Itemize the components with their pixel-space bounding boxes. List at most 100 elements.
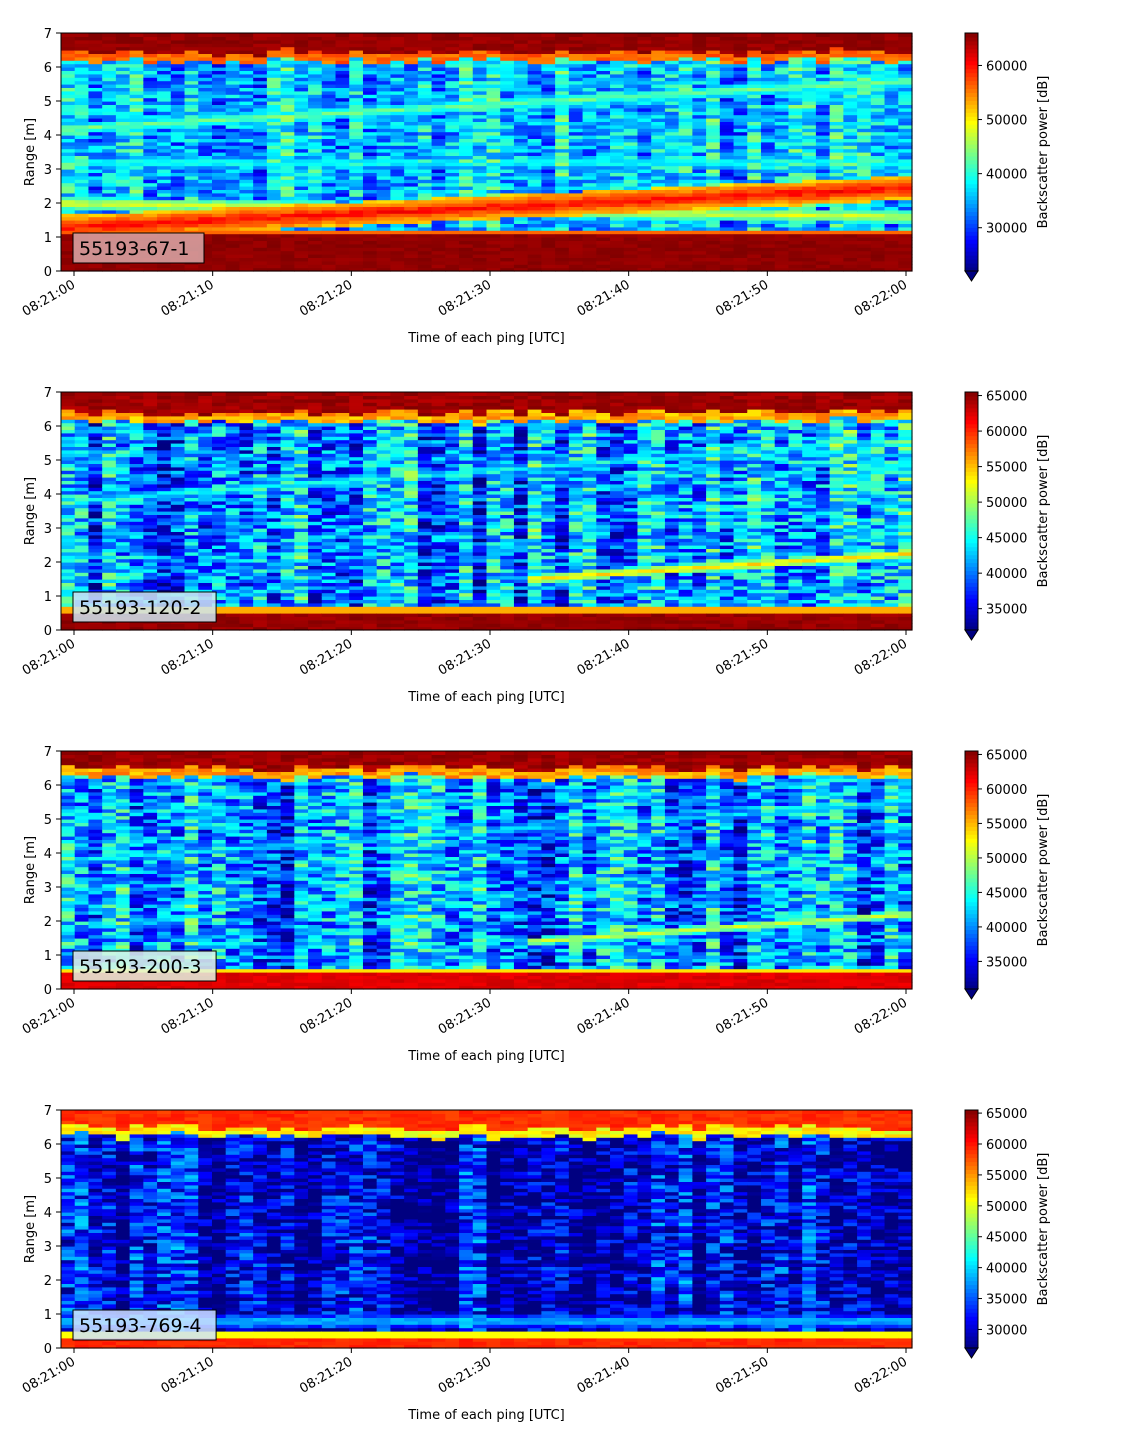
heatmap-cell	[459, 186, 474, 190]
heatmap-cell	[321, 101, 337, 105]
heatmap-cell	[843, 240, 858, 245]
heatmap-cell	[733, 131, 748, 136]
heatmap-cell	[88, 175, 103, 180]
heatmap-cell	[568, 107, 584, 112]
heatmap-cell	[802, 250, 817, 255]
heatmap-cell	[115, 514, 131, 519]
heatmap-cell	[280, 148, 295, 153]
heatmap-cell	[184, 169, 199, 173]
heatmap-cell	[884, 111, 899, 116]
heatmap-cell	[308, 162, 323, 167]
heatmap-cell	[733, 138, 748, 143]
heatmap-cell	[788, 43, 803, 48]
heatmap-cell	[596, 220, 611, 224]
heatmap-cell	[678, 192, 693, 197]
heatmap-cell	[788, 114, 803, 119]
heatmap-cell	[184, 114, 199, 119]
heatmap-cell	[500, 39, 515, 44]
heatmap-cell	[431, 247, 446, 252]
heatmap-cell	[637, 121, 652, 126]
heatmap-cell	[88, 402, 103, 407]
heatmap-cell	[486, 209, 501, 214]
heatmap-cell	[651, 63, 666, 68]
heatmap-cell	[500, 94, 515, 99]
heatmap-cell	[472, 158, 488, 163]
heatmap-cell	[843, 230, 858, 235]
heatmap-cell	[829, 158, 844, 163]
heatmap-cell	[198, 233, 213, 238]
heatmap-cell	[157, 582, 172, 587]
heatmap-cell	[664, 267, 680, 272]
heatmap-cell	[747, 162, 762, 167]
heatmap-cell	[143, 524, 158, 529]
colorbar-step	[965, 183, 978, 189]
heatmap-cell	[74, 33, 90, 37]
heatmap-cell	[761, 104, 776, 109]
heatmap-cell	[692, 53, 707, 58]
heatmap-cell	[651, 152, 666, 156]
heatmap-cell	[664, 206, 680, 211]
heatmap-cell	[170, 39, 186, 44]
y-tick-label: 1	[44, 231, 52, 246]
colorbar-step	[965, 132, 978, 137]
heatmap-cell	[623, 213, 639, 218]
heatmap-cell	[664, 226, 680, 231]
heatmap-cell	[596, 172, 611, 177]
heatmap-cell	[61, 551, 76, 556]
heatmap-cell	[500, 90, 515, 95]
heatmap-cell	[651, 33, 666, 37]
heatmap-cell	[445, 97, 460, 102]
heatmap-cell	[637, 169, 652, 173]
heatmap-cell	[568, 199, 584, 204]
heatmap-cell	[747, 39, 762, 44]
heatmap-cell	[857, 267, 872, 272]
heatmap-cell	[568, 111, 584, 116]
heatmap-cell	[308, 199, 323, 204]
heatmap-cell	[541, 94, 556, 99]
heatmap-cell	[102, 206, 117, 211]
heatmap-cell	[651, 243, 666, 248]
heatmap-cell	[321, 257, 337, 262]
heatmap-cell	[829, 63, 844, 68]
heatmap-cell	[568, 145, 584, 150]
heatmap-cell	[445, 216, 460, 221]
heatmap-cell	[115, 392, 131, 396]
heatmap-cell	[115, 402, 131, 407]
heatmap-cell	[610, 67, 625, 71]
heatmap-cell	[211, 39, 227, 44]
heatmap-cell	[225, 39, 241, 44]
heatmap-cell	[541, 243, 556, 248]
heatmap-cell	[74, 514, 90, 519]
heatmap-cell	[225, 223, 241, 228]
heatmap-cell	[129, 104, 144, 109]
heatmap-cell	[527, 73, 543, 78]
heatmap-cell	[308, 36, 323, 41]
heatmap-cell	[898, 101, 913, 105]
heatmap-cell	[761, 203, 776, 207]
heatmap-cell	[678, 226, 693, 231]
heatmap-cell	[294, 111, 309, 116]
heatmap-cell	[445, 169, 460, 173]
heatmap-cell	[308, 223, 323, 228]
heatmap-cell	[129, 169, 144, 173]
heatmap-cell	[198, 121, 213, 126]
heatmap-cell	[349, 169, 364, 173]
heatmap-cell	[733, 213, 748, 218]
heatmap-cell	[857, 97, 872, 102]
heatmap-cell	[582, 80, 597, 85]
heatmap-cell	[431, 182, 446, 187]
heatmap-cell	[815, 203, 831, 207]
heatmap-cell	[486, 53, 501, 58]
heatmap-cell	[376, 114, 392, 119]
heatmap-cell	[747, 175, 762, 180]
heatmap-cell	[362, 169, 378, 173]
heatmap-cell	[280, 124, 295, 129]
heatmap-cell	[404, 257, 419, 262]
heatmap-cell	[774, 46, 790, 51]
heatmap-cell	[349, 121, 364, 126]
heatmap-cell	[472, 141, 488, 146]
heatmap-cell	[115, 422, 131, 427]
heatmap-cell	[74, 104, 90, 109]
heatmap-cell	[555, 104, 570, 109]
heatmap-cell	[513, 84, 529, 88]
